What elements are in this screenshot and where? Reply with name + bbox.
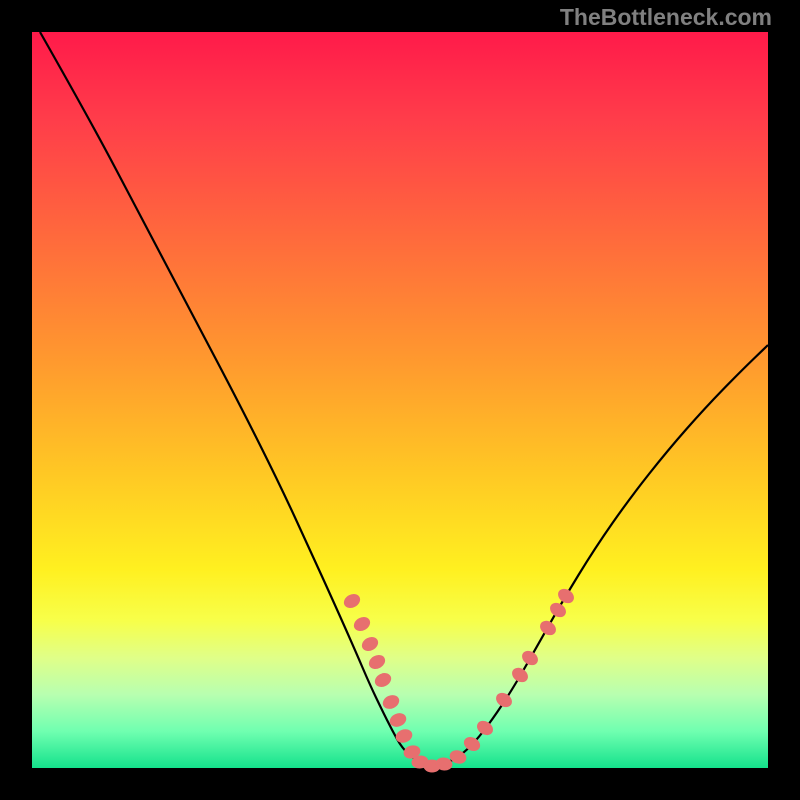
- bottleneck-chart: [0, 0, 800, 800]
- watermark-text: TheBottleneck.com: [560, 4, 772, 31]
- plot-area: [32, 32, 768, 768]
